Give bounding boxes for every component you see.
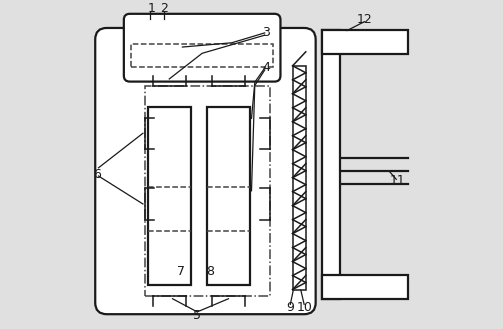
Text: 9: 9 bbox=[286, 301, 294, 314]
Bar bbox=[322, 30, 341, 299]
Text: 2: 2 bbox=[160, 2, 168, 15]
Text: 10: 10 bbox=[296, 301, 312, 314]
Bar bbox=[293, 66, 306, 290]
Text: 1: 1 bbox=[147, 2, 155, 15]
Text: 11: 11 bbox=[390, 174, 406, 188]
Text: 3: 3 bbox=[263, 26, 270, 39]
Bar bbox=[144, 86, 270, 296]
Text: 6: 6 bbox=[93, 168, 101, 181]
Text: 5: 5 bbox=[193, 309, 201, 322]
Text: 12: 12 bbox=[357, 13, 373, 26]
Text: 4: 4 bbox=[263, 61, 270, 74]
Bar bbox=[322, 30, 408, 54]
FancyBboxPatch shape bbox=[95, 28, 316, 314]
Text: 8: 8 bbox=[206, 265, 214, 278]
FancyBboxPatch shape bbox=[124, 14, 281, 82]
Bar bbox=[322, 275, 408, 299]
Bar bbox=[148, 107, 191, 285]
Bar bbox=[131, 44, 273, 67]
Text: 7: 7 bbox=[177, 265, 185, 278]
Bar bbox=[207, 107, 250, 285]
